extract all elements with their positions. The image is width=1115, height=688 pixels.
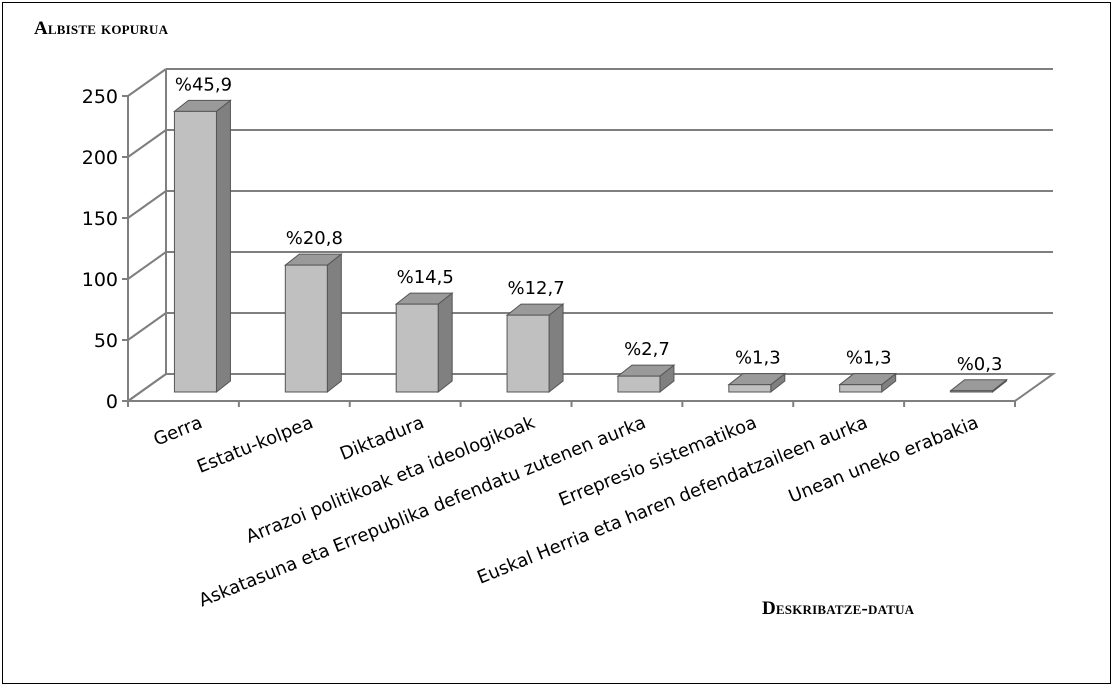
data-label: %1,3 — [735, 348, 781, 369]
side-gridline — [127, 251, 167, 280]
bar-side — [326, 253, 342, 394]
y-tick-label: 250 — [82, 86, 118, 108]
y-tick-label: 100 — [82, 269, 118, 291]
bar — [839, 384, 883, 393]
bar — [173, 110, 217, 393]
category-label: Unean uneko erabakia — [786, 412, 982, 507]
bar-top — [949, 379, 1009, 392]
data-label: %14,5 — [397, 267, 454, 288]
side-gridline — [127, 129, 167, 158]
y-tick-label: 0 — [106, 391, 118, 413]
category-label: Diktadura — [337, 412, 427, 465]
bar — [728, 384, 772, 393]
side-gridline — [127, 68, 167, 97]
data-label: %12,7 — [507, 278, 564, 299]
chart-floor — [124, 373, 1057, 402]
bar-side — [548, 303, 564, 394]
data-label: %0,3 — [957, 354, 1003, 375]
y-tick-label: 150 — [82, 208, 118, 230]
category-label: Estatu-kolpea — [194, 412, 316, 478]
bar-side — [437, 292, 453, 394]
bar — [284, 264, 328, 393]
y-tick-label: 200 — [82, 147, 118, 169]
bar-side — [215, 99, 231, 394]
data-label: %20,8 — [286, 228, 343, 249]
y-tick-label: 50 — [94, 330, 118, 352]
data-label: %2,7 — [624, 339, 670, 360]
side-gridline — [127, 190, 167, 219]
bar — [617, 375, 661, 393]
x-axis-title: Deskribatze-datua — [762, 598, 915, 619]
y-axis-title: Albiste kopurua — [34, 18, 169, 39]
bar — [506, 314, 550, 393]
data-label: %45,9 — [175, 74, 232, 95]
category-label: Gerra — [151, 412, 206, 450]
bar — [950, 390, 994, 393]
bar — [395, 303, 439, 393]
side-gridline — [127, 312, 167, 341]
data-label: %1,3 — [846, 348, 892, 369]
